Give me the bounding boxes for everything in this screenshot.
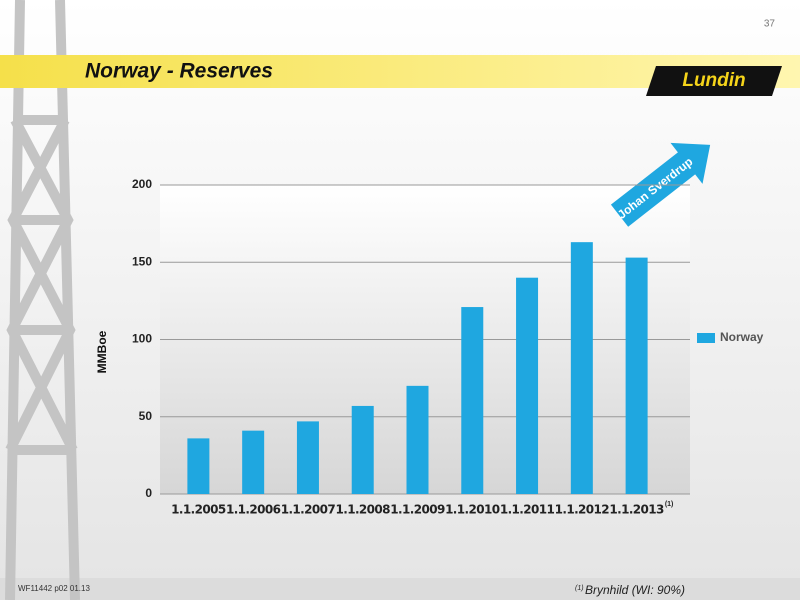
derrick xyxy=(5,0,80,600)
x-tick-label: 1.1.2006 xyxy=(226,503,281,517)
bar xyxy=(296,421,319,494)
x-tick-label: 1.1.2012 xyxy=(555,503,610,517)
bar xyxy=(570,242,593,494)
bar xyxy=(625,257,648,494)
bar xyxy=(351,405,374,494)
y-axis-label: MMBoe xyxy=(95,330,109,373)
x-tick-label: 1.1.2007 xyxy=(281,503,336,517)
footer-code: WF11442 p02 01.13 xyxy=(18,584,90,593)
slide-title: Norway - Reserves xyxy=(85,60,273,83)
footer-band xyxy=(0,578,800,600)
x-tick-label: 1.1.2011 xyxy=(500,503,555,517)
footnote-marker: (1) xyxy=(575,585,584,592)
x-tick-marker: (1) xyxy=(665,501,674,508)
y-tick-label: 0 xyxy=(145,486,152,500)
y-tick-label: 150 xyxy=(132,254,152,268)
logo-box xyxy=(646,66,782,96)
x-tick-label: 1.1.2005 xyxy=(171,503,226,517)
x-tick-label: 1.1.2013 xyxy=(609,503,664,517)
y-tick-label: 200 xyxy=(132,177,152,191)
bar xyxy=(461,307,484,494)
legend-swatch xyxy=(697,333,715,343)
legend-label: Norway xyxy=(720,330,764,344)
bar xyxy=(406,385,429,494)
page-number: 37 xyxy=(764,19,776,30)
bar xyxy=(516,277,539,494)
footnote: Brynhild (WI: 90%) xyxy=(585,583,685,597)
x-tick-label: 1.1.2009 xyxy=(390,503,445,517)
bar xyxy=(187,438,210,494)
y-tick-label: 50 xyxy=(139,409,153,423)
logo: Lundin xyxy=(682,70,745,91)
x-tick-label: 1.1.2010 xyxy=(445,503,500,517)
y-tick-label: 100 xyxy=(132,332,152,346)
x-tick-label: 1.1.2008 xyxy=(336,503,391,517)
bar xyxy=(242,430,265,494)
